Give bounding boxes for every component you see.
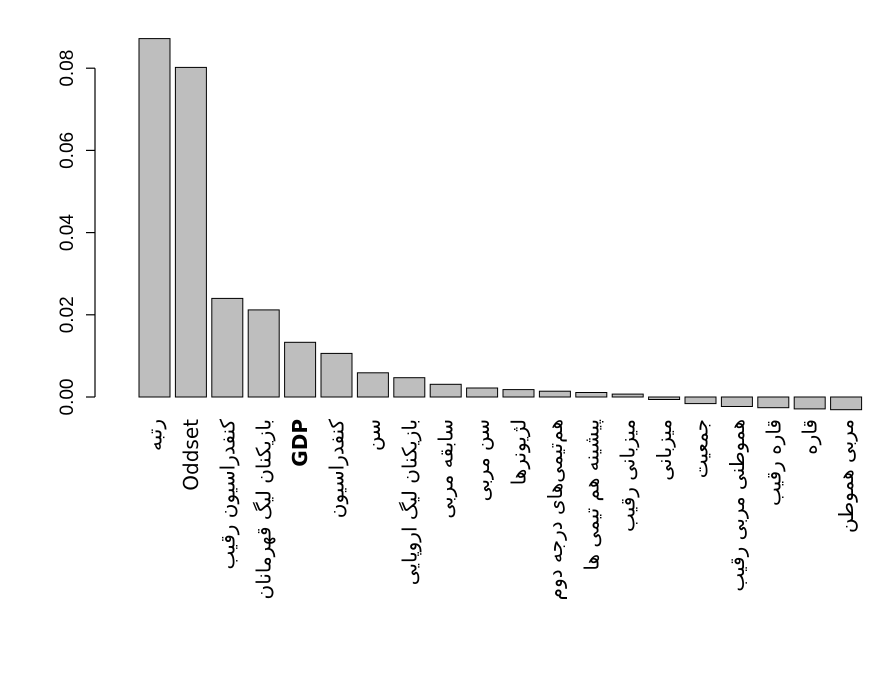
bar	[648, 396, 681, 400]
bar	[502, 389, 535, 398]
bar	[611, 393, 644, 398]
category-label: GDP	[288, 419, 312, 467]
bar	[575, 392, 608, 398]
category-label: هموطنی مربی رقیب	[725, 419, 749, 592]
category-label: رتبه	[143, 419, 167, 451]
y-tick-label: 0.00	[57, 379, 78, 416]
category-label: قاره	[798, 419, 822, 455]
category-label: سن	[361, 419, 385, 451]
bar	[429, 383, 462, 398]
bar	[247, 309, 280, 398]
bar	[356, 372, 389, 398]
category-label: پیشینه هم تیمی ها	[579, 419, 604, 571]
category-label: هم‌تیمی‌های درجه دوم	[543, 419, 567, 600]
category-label: مربی هموطن	[834, 419, 858, 533]
category-label: سن مربی	[470, 419, 494, 501]
bar	[793, 396, 826, 410]
category-label: قاره رقیب	[761, 419, 785, 506]
bars	[138, 38, 863, 411]
y-tick-label: 0.04	[57, 214, 78, 251]
bar	[684, 396, 717, 405]
bar	[393, 377, 426, 398]
bar	[466, 387, 499, 398]
category-label: بازیکنان لیگ اروپایی	[397, 419, 422, 585]
category-label: جمعیت	[689, 419, 713, 478]
bar	[538, 390, 571, 398]
category-labels: رتبه Oddset کنفدراسیون رقیب بازیکنان لیگ قه…	[143, 419, 859, 601]
bar	[757, 396, 790, 409]
category-label: لژیونرها	[507, 419, 531, 485]
y-tick-label: 0.06	[57, 132, 78, 169]
bar	[211, 297, 244, 398]
category-label: میزبانی	[652, 419, 676, 481]
bar	[284, 341, 317, 398]
category-label: کنفدراسیون	[325, 419, 349, 519]
category-label: بازیکنان لیگ قهرمانان	[252, 419, 276, 599]
category-label: Oddset	[179, 419, 203, 491]
bar	[174, 66, 207, 398]
y-tick-label: 0.02	[57, 296, 78, 333]
bar	[720, 396, 753, 407]
category-label: کنفدراسیون رقیب	[215, 419, 239, 570]
bar	[138, 38, 171, 398]
category-label: میزبانی رقیب	[616, 419, 640, 532]
bar	[320, 352, 353, 398]
y-axis: 0.00 0.02 0.04 0.06 0.08	[57, 50, 96, 416]
category-label: سابقه مربی	[434, 419, 458, 519]
bar	[830, 396, 863, 411]
y-tick-label: 0.08	[57, 50, 78, 87]
